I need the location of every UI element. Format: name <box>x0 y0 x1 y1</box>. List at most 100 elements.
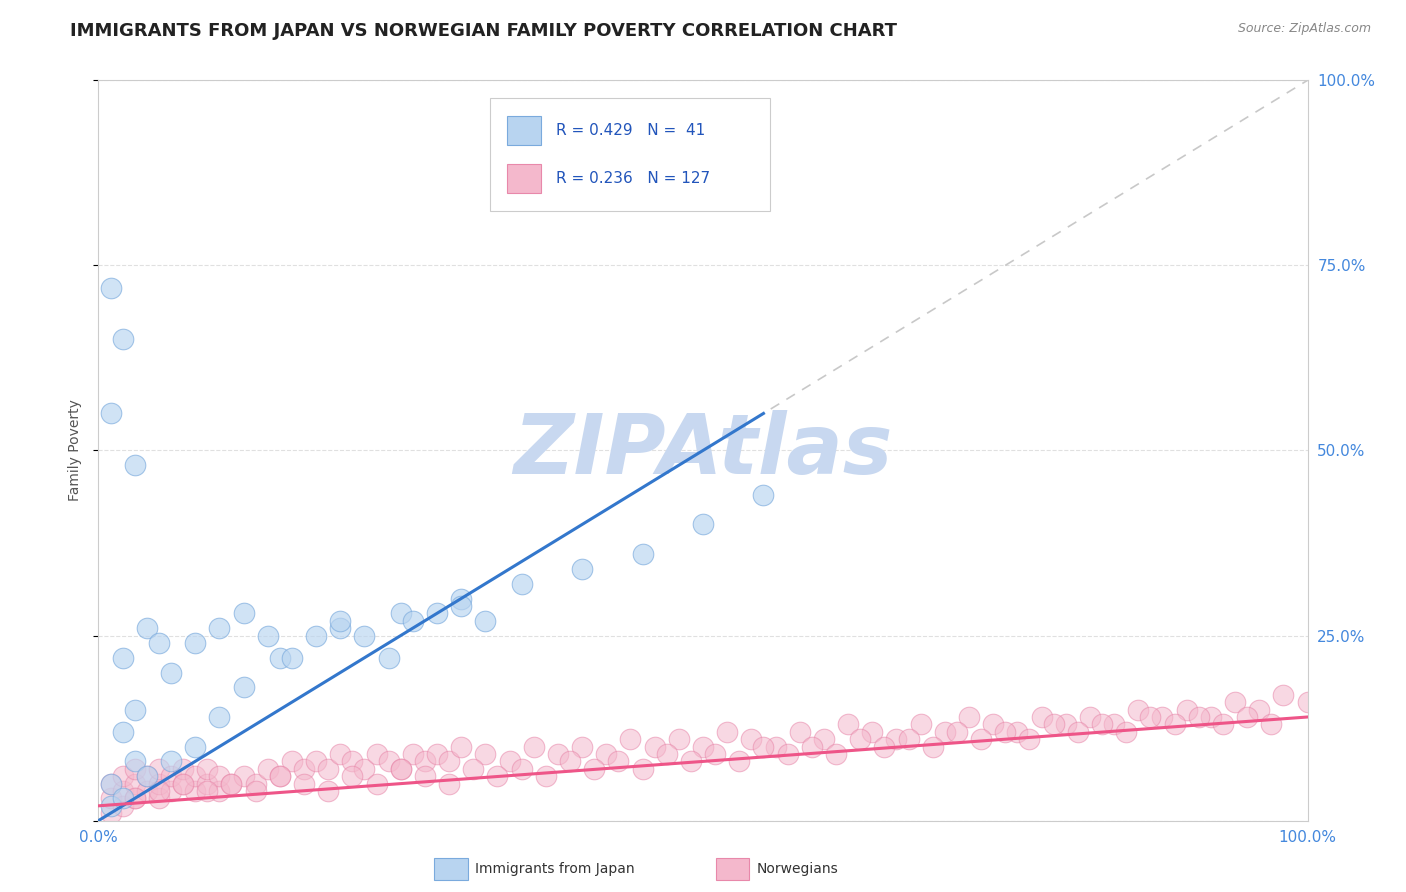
Point <box>111 769 134 783</box>
Point <box>474 614 496 628</box>
Point <box>498 755 520 769</box>
Point <box>100 280 122 294</box>
Point <box>1188 710 1211 724</box>
Point <box>292 776 315 791</box>
Point <box>135 769 157 783</box>
Point <box>776 747 799 761</box>
Point <box>692 739 714 754</box>
Point <box>353 762 375 776</box>
Point <box>679 755 702 769</box>
Point <box>232 681 254 695</box>
Point <box>813 732 835 747</box>
Point <box>377 755 399 769</box>
Point <box>160 755 183 769</box>
Point <box>172 762 194 776</box>
Point <box>269 769 291 783</box>
Text: R = 0.429   N =  41: R = 0.429 N = 41 <box>555 123 706 138</box>
Point <box>631 762 654 776</box>
Point <box>426 747 449 761</box>
Point <box>547 747 569 761</box>
Point <box>981 717 1004 731</box>
Point <box>631 547 654 561</box>
Point <box>100 776 122 791</box>
Point <box>281 755 304 769</box>
Point <box>1007 724 1029 739</box>
Point <box>124 776 146 791</box>
Point <box>148 762 170 776</box>
Point <box>195 776 218 791</box>
Point <box>111 724 134 739</box>
Point <box>316 784 339 798</box>
Point <box>1249 703 1271 717</box>
Point <box>111 650 134 665</box>
Point <box>437 755 460 769</box>
Point <box>486 769 509 783</box>
Point <box>184 769 207 783</box>
Point <box>366 776 388 791</box>
Point <box>184 636 207 650</box>
Point <box>245 784 267 798</box>
Point <box>232 769 254 783</box>
Point <box>1223 695 1246 709</box>
Point <box>100 407 122 421</box>
Point <box>160 784 183 798</box>
Point <box>583 762 606 776</box>
Point <box>256 628 278 642</box>
Point <box>886 732 908 747</box>
Point <box>897 732 920 747</box>
Point <box>474 747 496 761</box>
Point <box>595 747 617 761</box>
Point <box>463 762 485 776</box>
Point <box>946 724 969 739</box>
Point <box>1236 710 1258 724</box>
Point <box>655 747 678 761</box>
Point <box>921 739 943 754</box>
Point <box>1260 717 1282 731</box>
Point <box>124 791 146 805</box>
Point <box>160 665 183 680</box>
Point <box>124 791 146 805</box>
Point <box>534 769 557 783</box>
Point <box>305 755 328 769</box>
Point <box>450 591 472 606</box>
Point <box>413 769 436 783</box>
Point <box>1031 710 1053 724</box>
Point <box>1054 717 1077 731</box>
Point <box>825 747 848 761</box>
Point <box>994 724 1017 739</box>
Point <box>208 710 231 724</box>
Point <box>292 762 315 776</box>
Point <box>510 576 533 591</box>
Point <box>849 732 872 747</box>
Point <box>837 717 859 731</box>
Point <box>305 628 328 642</box>
Point <box>366 747 388 761</box>
Point <box>957 710 980 724</box>
Point <box>1042 717 1064 731</box>
Point <box>329 614 352 628</box>
Point <box>704 747 727 761</box>
Point <box>789 724 811 739</box>
Point <box>160 769 183 783</box>
Point <box>100 776 122 791</box>
Point <box>184 784 207 798</box>
Point <box>389 607 412 621</box>
Point <box>607 755 630 769</box>
Point <box>111 798 134 813</box>
Point <box>426 607 449 621</box>
Point <box>716 724 738 739</box>
Text: Norwegians: Norwegians <box>756 862 838 876</box>
Point <box>860 724 883 739</box>
Point <box>100 806 122 821</box>
Point <box>970 732 993 747</box>
Point <box>1018 732 1040 747</box>
Point <box>195 784 218 798</box>
Point <box>728 755 751 769</box>
Point <box>281 650 304 665</box>
Point <box>437 776 460 791</box>
Point <box>269 769 291 783</box>
Point <box>124 703 146 717</box>
Point <box>245 776 267 791</box>
Point <box>172 776 194 791</box>
Point <box>329 621 352 635</box>
